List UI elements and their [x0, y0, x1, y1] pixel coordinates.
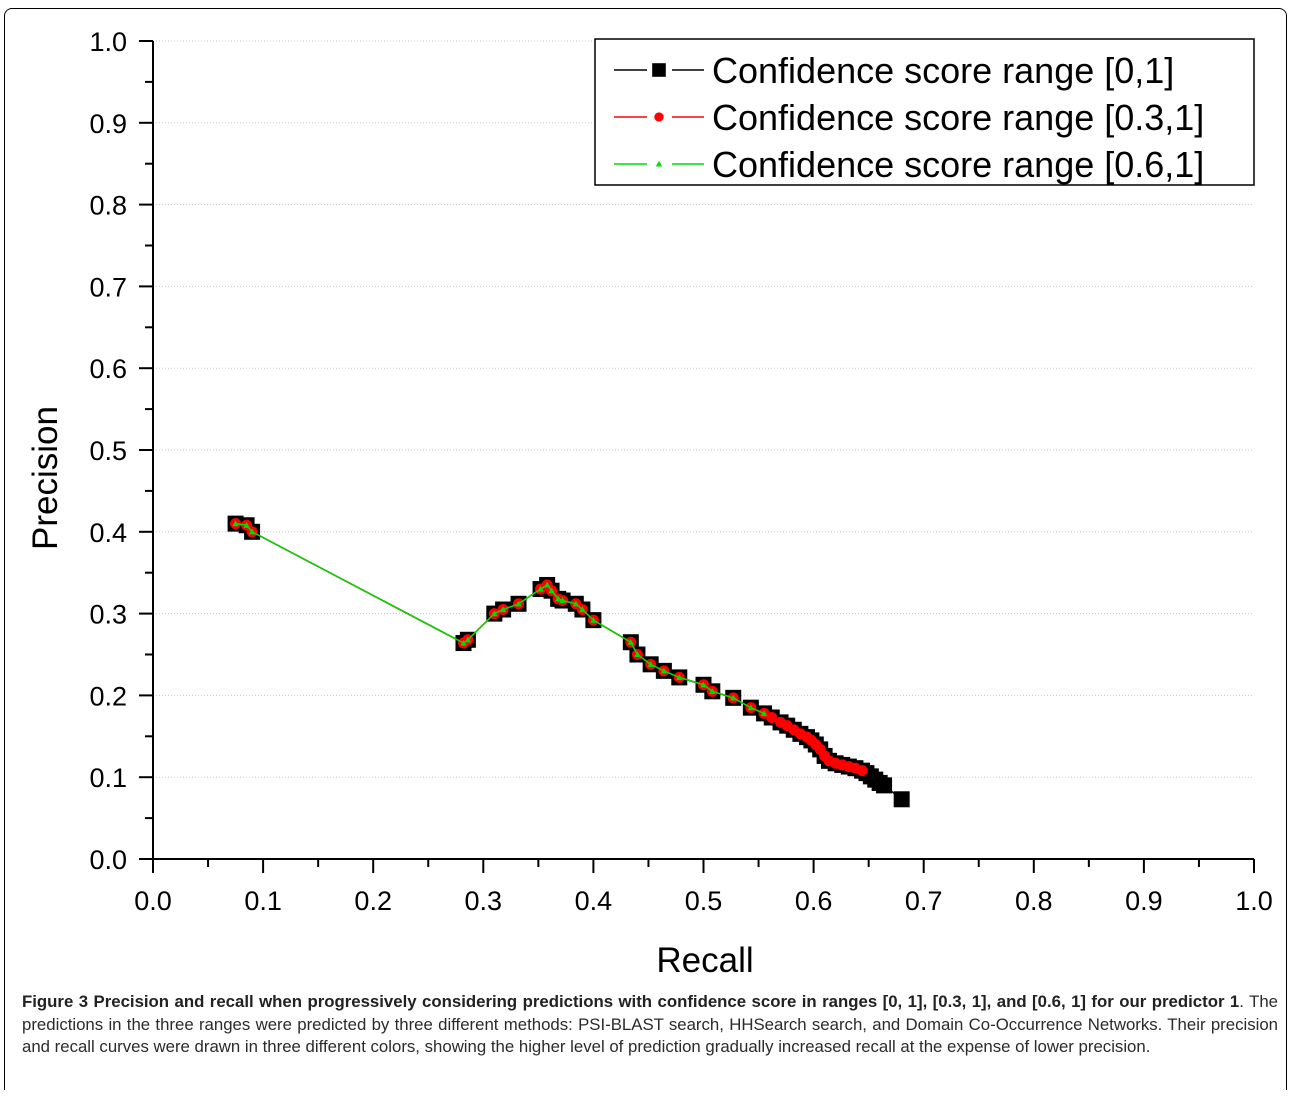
y-tick-label: 0.7 [89, 272, 127, 302]
data-point [660, 667, 668, 674]
x-tick-label: 0.2 [354, 886, 392, 916]
data-point [554, 595, 562, 602]
y-tick-label: 0.8 [89, 191, 127, 221]
data-point [543, 581, 551, 588]
legend-entry-label: Confidence score range [0.3,1] [712, 97, 1204, 138]
data-point [559, 597, 566, 604]
x-tick-label: 0.4 [575, 886, 613, 916]
data-point [491, 610, 498, 617]
caption-body: . The predictions in the three ranges we… [22, 992, 1278, 1056]
y-tick-label: 0.6 [89, 354, 127, 384]
data-point [730, 694, 737, 701]
series-triangle [232, 520, 768, 716]
legend-entry-label: Confidence score range [0.6,1] [712, 144, 1204, 185]
series-line [235, 522, 863, 772]
figure-frame [4, 8, 1287, 1090]
y-axis-label: Precision [26, 406, 65, 550]
data-point [876, 777, 893, 794]
axes: 0.0 0.1 0.2 0.3 0.4 0.5 0.6 0.7 0.8 0.9 1.0 0.0 0.1 0… [89, 27, 1272, 916]
figure-caption: Figure 3 Precision and recall when progr… [22, 991, 1278, 1059]
legend-marker [654, 112, 664, 122]
data-point [590, 616, 597, 623]
legend-marker [652, 63, 666, 77]
x-tick-label: 0.3 [465, 886, 503, 916]
y-tick-label: 0.2 [89, 681, 127, 711]
legend-box [594, 38, 1255, 186]
y-tick-label: 0.5 [89, 436, 127, 466]
data-point [760, 710, 768, 716]
x-tick-label: 0.5 [685, 886, 723, 916]
data-point [548, 587, 555, 594]
data-point [232, 520, 239, 527]
data-point [627, 639, 635, 645]
caption-title: Figure 3 Precision and recall when progr… [22, 992, 1240, 1011]
series-circle [230, 518, 868, 777]
data-point [893, 791, 910, 808]
data-point [464, 636, 472, 643]
y-tick-label: 0.1 [89, 763, 127, 793]
x-tick-label: 1.0 [1235, 886, 1273, 916]
series-line [235, 522, 903, 800]
data-point [579, 606, 586, 613]
data-point [243, 522, 250, 528]
series-layer [227, 515, 910, 808]
legend-marker [655, 160, 663, 167]
data-point [634, 651, 641, 658]
x-tick-label: 0.9 [1125, 886, 1163, 916]
data-point [572, 600, 579, 607]
series-square [227, 515, 910, 808]
x-tick-label: 0.8 [1015, 886, 1053, 916]
data-point [248, 528, 256, 535]
data-point [537, 585, 544, 592]
data-point [499, 606, 507, 613]
x-axis-label: Recall [656, 941, 753, 980]
data-point [676, 674, 683, 680]
x-tick-label: 0.1 [244, 886, 282, 916]
precision-recall-chart: 0.0 0.1 0.2 0.3 0.4 0.5 0.6 0.7 0.8 0.9 1.0 0.0 0.1 0… [26, 27, 1273, 980]
data-point [460, 639, 467, 646]
legend: Confidence score range [0,1] Confidence s… [594, 38, 1255, 186]
x-tick-label: 0.6 [795, 886, 833, 916]
y-tick-label: 0.3 [89, 600, 127, 630]
data-point [856, 765, 868, 777]
x-tick-label: 0.7 [905, 886, 943, 916]
legend-entry-label: Confidence score range [0,1] [712, 50, 1174, 91]
y-tick-label: 1.0 [89, 27, 127, 57]
data-point [709, 688, 716, 694]
data-point [700, 681, 707, 688]
y-tick-label: 0.4 [89, 518, 127, 548]
data-point [766, 711, 778, 723]
x-tick-label: 0.0 [134, 886, 172, 916]
data-point [647, 661, 654, 667]
grid-lines [153, 40, 1254, 778]
data-point [747, 704, 755, 711]
y-tick-label: 0.0 [89, 845, 127, 875]
series-line [235, 522, 765, 715]
data-point [515, 600, 522, 607]
y-tick-label: 0.9 [89, 109, 127, 139]
